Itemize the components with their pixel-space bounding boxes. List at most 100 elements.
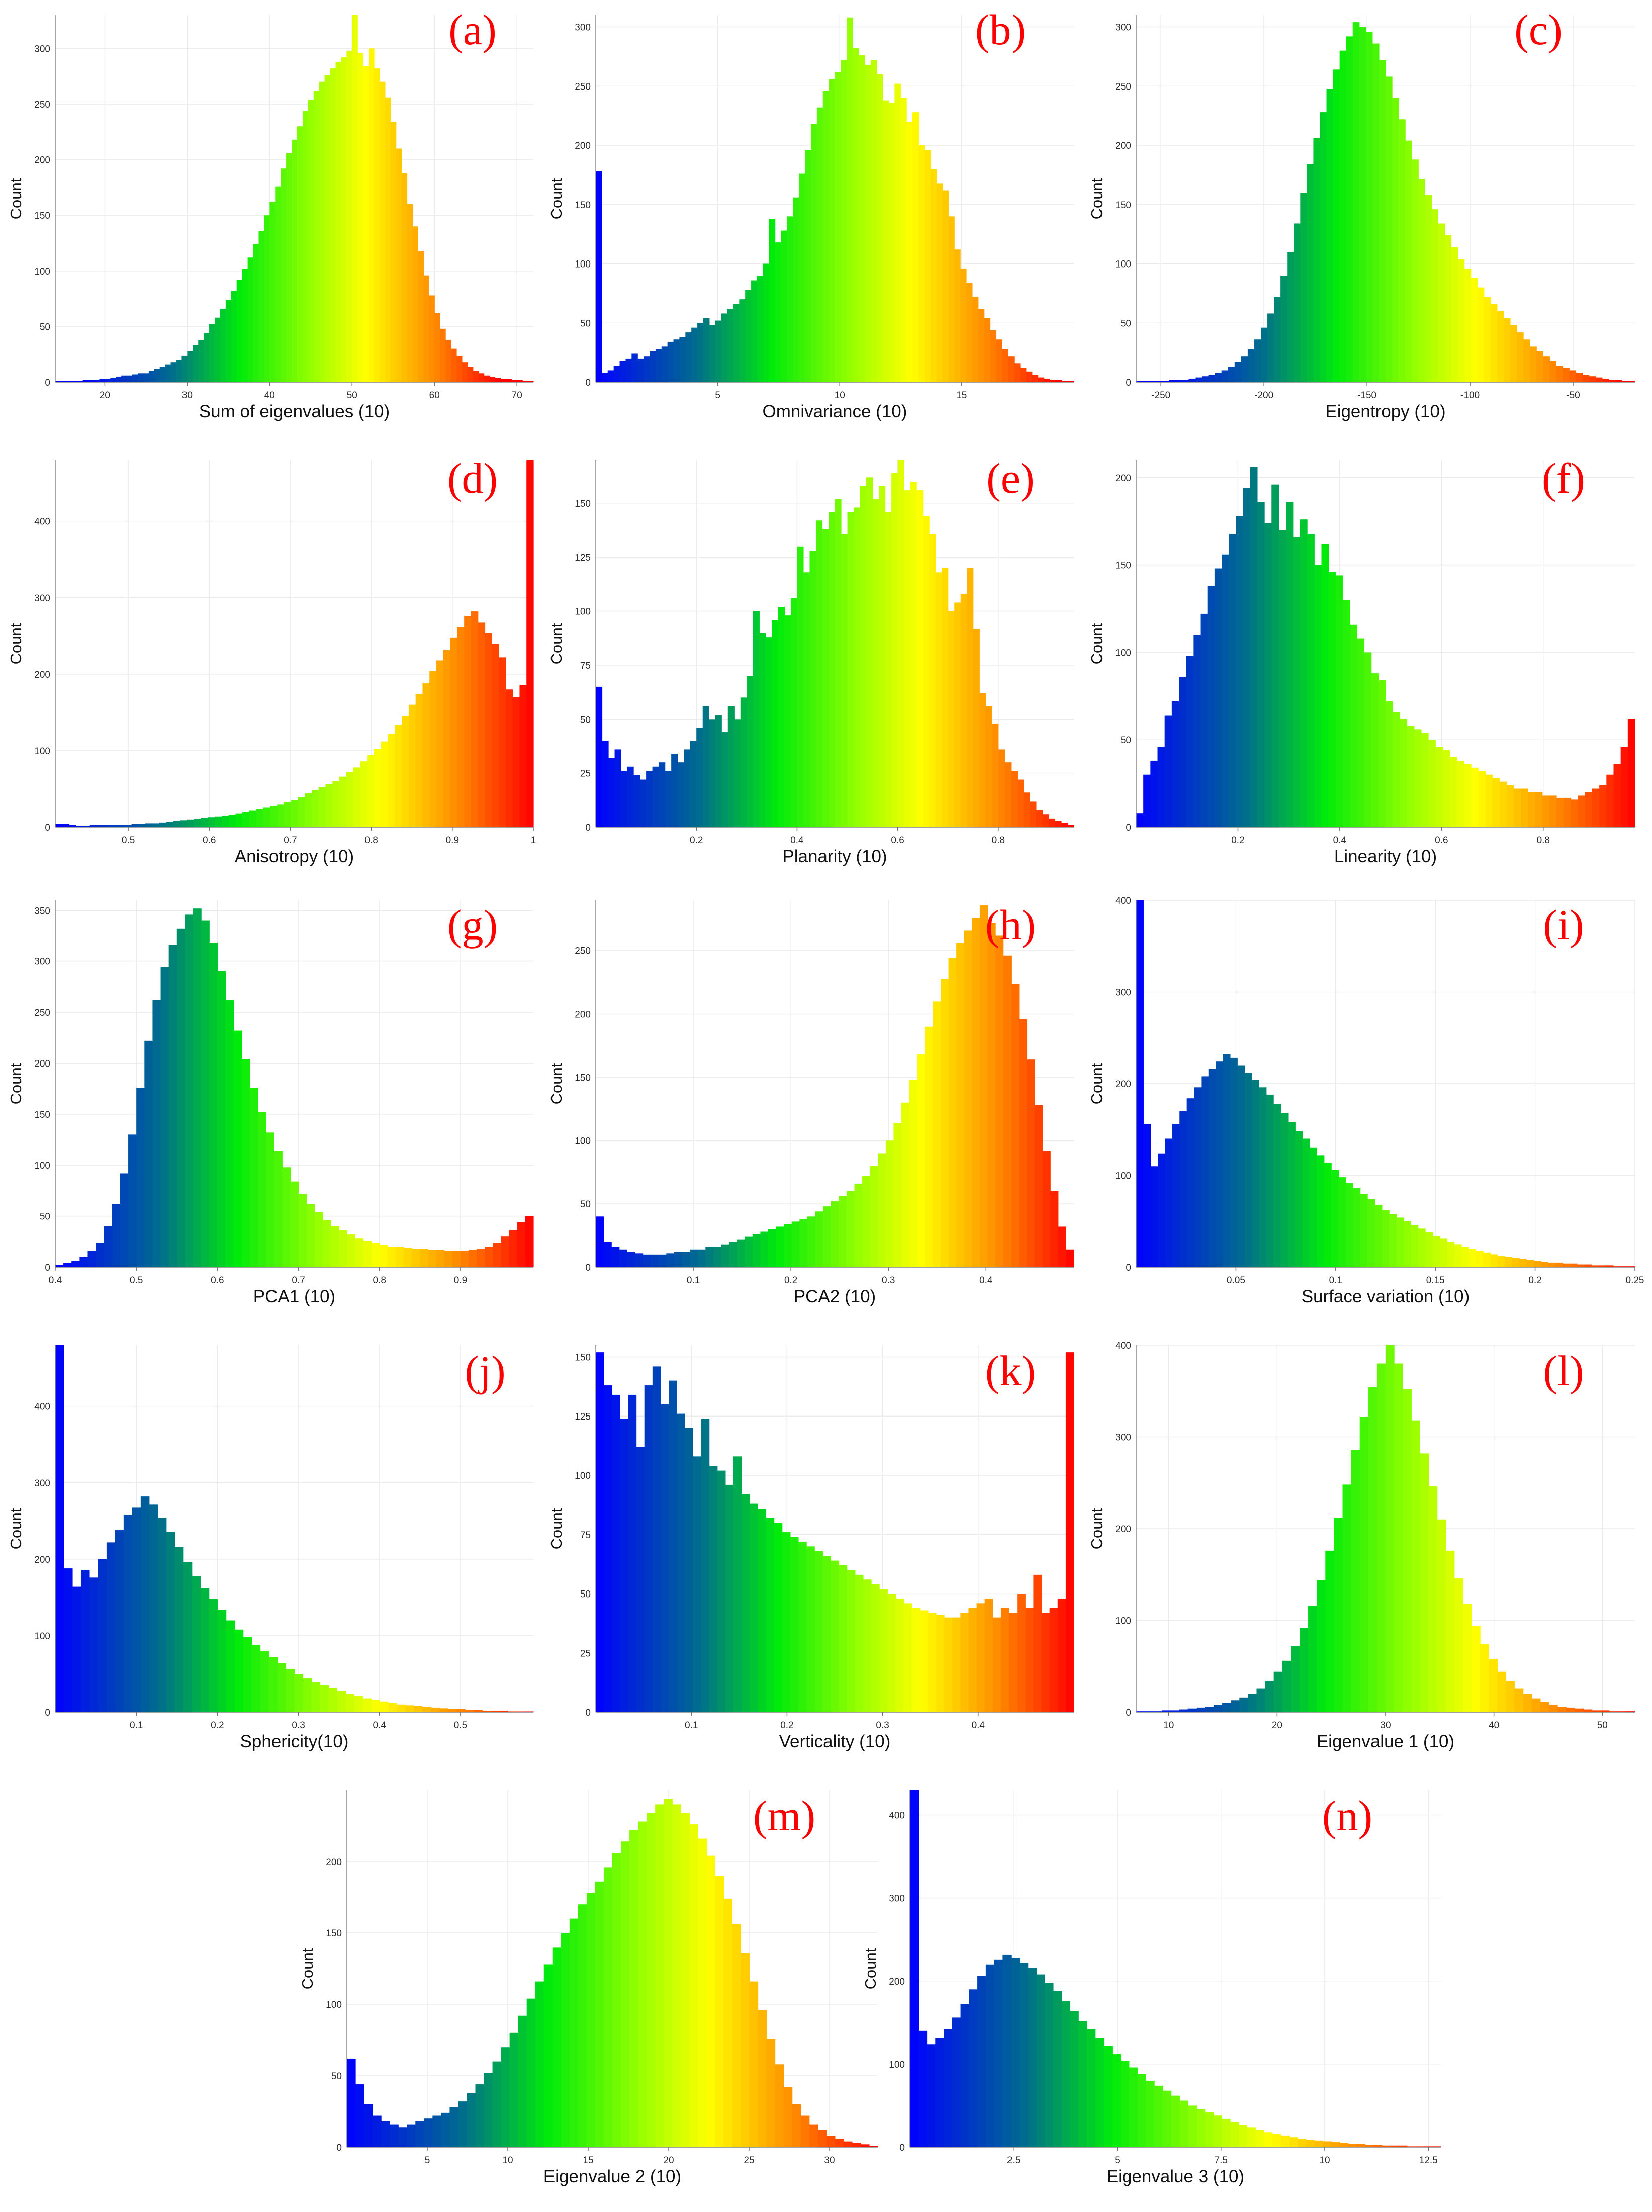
y-ticks: 0 50 100 150 200 250 300 350 (34, 906, 50, 1273)
histogram-bar (374, 68, 380, 382)
histogram-bar (1121, 2061, 1130, 2147)
histogram-bar (655, 349, 662, 382)
x-tick-label: 0.5 (454, 1720, 467, 1731)
histogram-bar (297, 126, 303, 382)
histogram-bar (816, 107, 823, 382)
y-tick-label: 50 (1121, 735, 1131, 746)
histogram-bar (1202, 376, 1209, 382)
histogram-bar (1365, 2145, 1374, 2147)
histogram-bar (1313, 138, 1321, 382)
histogram-bar (1368, 1387, 1378, 1712)
y-tick-label: 0 (45, 378, 50, 388)
histogram-bar (745, 290, 752, 382)
histogram-bar (1236, 516, 1244, 827)
histogram-bar (831, 1560, 840, 1712)
histogram-bar (1352, 22, 1360, 383)
y-ticks: 0 25 50 75 100 125 150 (575, 1353, 591, 1718)
histogram-bar (80, 1570, 90, 1712)
histogram-bar (784, 615, 791, 827)
y-tick-label: 25 (580, 1648, 591, 1659)
histogram-svg: 0 50 100 150 200 250 300 5 10 15 Omnivariance (10)… (547, 6, 1074, 421)
histogram-bar (984, 318, 991, 382)
histogram-bar (217, 1610, 227, 1712)
histogram-bar (776, 1226, 784, 1267)
histogram-bar (263, 807, 270, 827)
histogram-bar (347, 1234, 355, 1267)
histogram-bar (1497, 311, 1504, 382)
histogram-bar (1061, 2001, 1071, 2147)
histogram-bar (1017, 779, 1024, 827)
y-ticks: 0 25 50 75 100 125 150 (575, 499, 591, 833)
histogram-bar (1019, 1963, 1029, 2147)
histogram-bar (1208, 1069, 1216, 1267)
histogram-bar (1592, 788, 1600, 827)
histogram-bar (803, 572, 810, 827)
histogram-bar (220, 309, 226, 382)
histogram-bar (601, 373, 608, 382)
x-tick-label: 20 (100, 390, 110, 401)
histogram-bar (357, 53, 363, 383)
histogram-bar (407, 2124, 416, 2147)
histogram-bar (791, 1221, 800, 1267)
histogram-bar (209, 1599, 218, 1712)
histogram-bar (1320, 112, 1327, 382)
histogram-bar (1061, 823, 1068, 827)
histogram-panel-4: 0 100 200 300 400 0.5 0.6 0.7 0.8 0.9 1 Anisotropy … (7, 454, 540, 877)
bars (596, 460, 1074, 827)
histogram-bar (1583, 1709, 1593, 1712)
histogram-bar (152, 823, 160, 827)
histogram-bar (123, 1515, 133, 1712)
histogram-bar (1011, 771, 1018, 827)
histogram-bar (1514, 1688, 1524, 1712)
histogram-bar (1420, 1453, 1429, 1712)
histogram-bar (1571, 799, 1579, 827)
histogram-bar (105, 379, 111, 382)
histogram-bar (693, 1456, 702, 1712)
histogram-bar (1613, 1266, 1621, 1267)
histogram-bar (451, 348, 457, 382)
histogram-bar (215, 317, 221, 382)
histogram-bar (1523, 339, 1530, 382)
histogram-bar (1418, 1228, 1426, 1267)
histogram-bar (535, 1981, 544, 2147)
histogram-bar (619, 361, 626, 382)
histogram-bar (835, 499, 842, 827)
bars (55, 460, 534, 827)
y-tick-label: 200 (1115, 141, 1131, 151)
histogram-bar (1247, 2127, 1256, 2147)
histogram-bar (1569, 370, 1577, 382)
histogram-bar (740, 697, 747, 827)
histogram-bar (1222, 2118, 1231, 2147)
histogram-bar (412, 1249, 420, 1267)
histogram-bar (319, 81, 325, 382)
histogram-bar (187, 351, 193, 382)
histogram-bar (1403, 1389, 1412, 1712)
histogram-bar (1179, 1709, 1188, 1712)
histogram-bar (1589, 376, 1596, 382)
histogram-bar (325, 784, 333, 827)
histogram-bar (1543, 356, 1550, 382)
histogram-bar (137, 373, 144, 382)
histogram-bar (492, 2061, 502, 2147)
histogram-bar (104, 1226, 113, 1267)
histogram-bar (379, 1245, 388, 1267)
histogram-bar (499, 1710, 508, 1712)
histogram-bar (897, 460, 904, 827)
histogram-bar (1489, 1659, 1498, 1712)
histogram-bar (909, 1080, 917, 1267)
y-tick-label: 150 (575, 1353, 591, 1363)
histogram-bar (477, 1249, 485, 1267)
histogram-bar (924, 150, 931, 382)
histogram-bar (841, 60, 847, 382)
y-tick-label: 100 (1115, 648, 1131, 658)
histogram-bar (823, 1206, 832, 1267)
histogram-bar (314, 1212, 323, 1267)
histogram-bar (281, 168, 287, 382)
histogram-bar (131, 824, 139, 827)
histogram-bar (1237, 1065, 1245, 1267)
histogram-bar (168, 945, 177, 1267)
histogram-bar (900, 98, 907, 382)
y-axis-label: Count (547, 178, 565, 219)
y-tick-label: 400 (34, 517, 50, 527)
histogram-bar (637, 358, 644, 382)
